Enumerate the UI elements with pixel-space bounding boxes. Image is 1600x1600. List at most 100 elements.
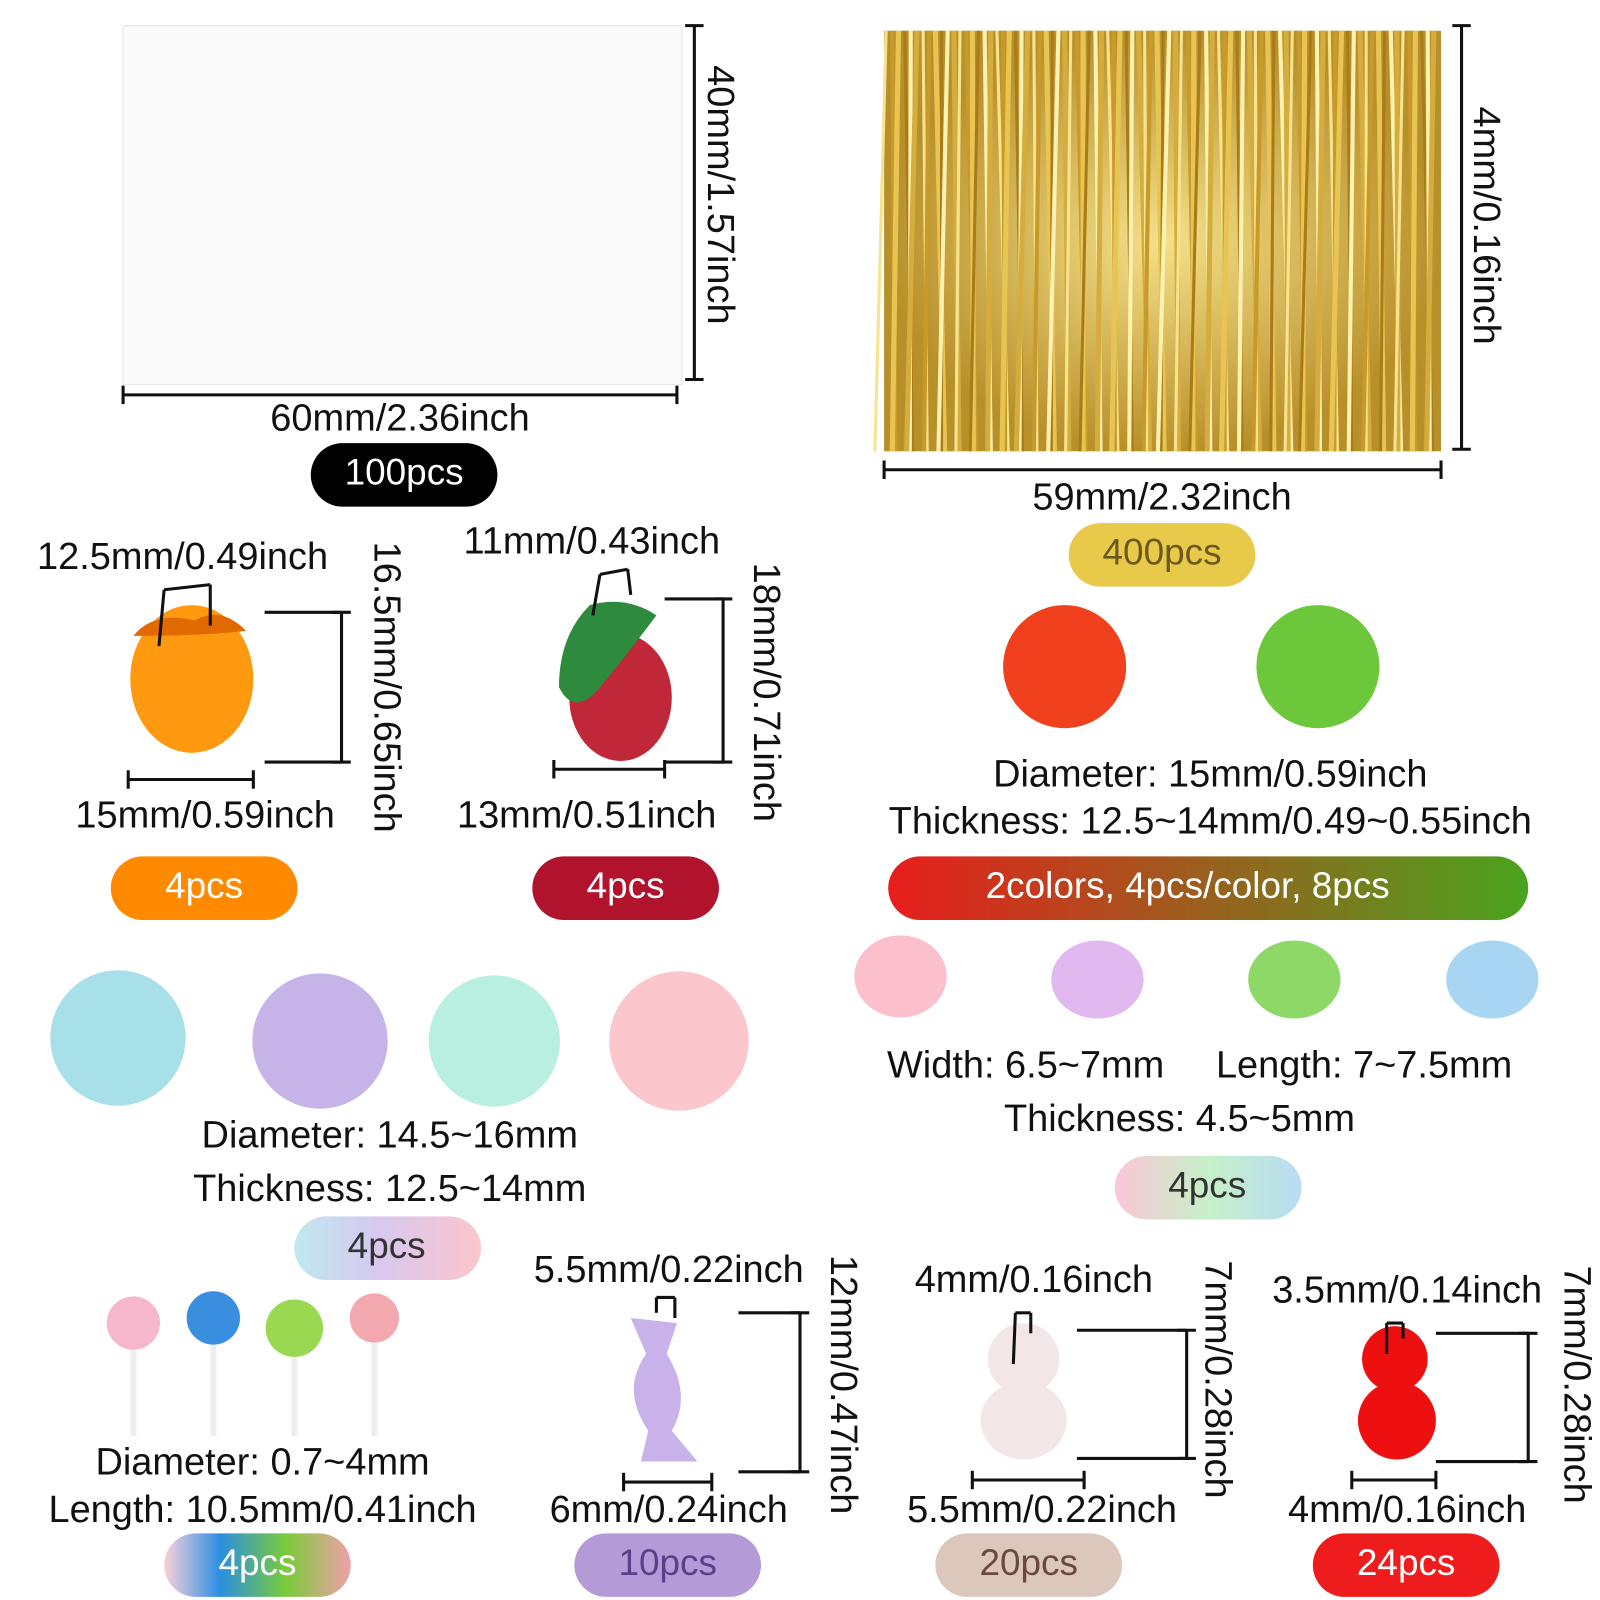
- tie-stripe: [1204, 30, 1215, 452]
- tie-stripe: [873, 30, 888, 452]
- dimension-label: Length: 7~7.5mm: [1216, 1045, 1512, 1087]
- lollipop: [186, 1291, 240, 1345]
- tie-stripe: [1328, 30, 1345, 452]
- tie-stripe: [1409, 30, 1418, 452]
- bear-body: [1357, 1381, 1436, 1460]
- tie-stripe: [1236, 30, 1246, 452]
- tie-stripe: [1173, 30, 1184, 452]
- ice-cream-ball: [609, 971, 749, 1111]
- dimension-label: 12.5mm/0.49inch: [37, 536, 328, 578]
- count-badge: [935, 1533, 1123, 1597]
- count-label: 4pcs: [218, 1542, 296, 1583]
- dimension-label: 59mm/2.32inch: [1032, 477, 1291, 519]
- count-label: 400pcs: [1103, 532, 1222, 573]
- tie-stripe: [1155, 30, 1172, 452]
- cellophane-bag: [122, 25, 683, 386]
- dimension-label: 5.5mm/0.22inch: [534, 1249, 804, 1291]
- count-label: 24pcs: [1357, 1542, 1455, 1583]
- extension-line: [1011, 1312, 1017, 1365]
- dimension-label: 4mm/0.16inch: [1288, 1489, 1526, 1531]
- dimension-label: 4mm/0.16inch: [1465, 107, 1507, 345]
- count-badge: [1312, 1533, 1500, 1597]
- count-badge: [310, 443, 498, 507]
- bear-white: [980, 1323, 1067, 1460]
- macaron: [1446, 940, 1539, 1019]
- count-badge: [1068, 523, 1256, 587]
- lollipop: [349, 1293, 399, 1343]
- dimension-label: 4mm/0.16inch: [915, 1259, 1153, 1301]
- dimension-label: 16.5mm/0.65inch: [366, 542, 408, 833]
- grape-leaf: [558, 601, 657, 703]
- tie-stripe: [1378, 30, 1387, 452]
- twist-ties: [873, 30, 1442, 452]
- tie-stripe: [999, 30, 1012, 452]
- bear-body: [980, 1381, 1067, 1460]
- dimension-label: 12mm/0.47inch: [822, 1255, 864, 1514]
- count-label: 20pcs: [979, 1542, 1077, 1583]
- extension-line: [626, 569, 633, 596]
- tie-stripe: [1078, 30, 1091, 452]
- count-label: 100pcs: [345, 452, 464, 493]
- orange-green: [1256, 605, 1380, 729]
- dimension-label: Thickness: 12.5~14mm/0.49~0.55inch: [889, 801, 1532, 843]
- count-label: 4pcs: [1168, 1164, 1246, 1205]
- lollipop: [106, 1296, 160, 1350]
- extension-line: [591, 574, 602, 616]
- tie-stripe: [1297, 30, 1313, 452]
- lollipops: [106, 1291, 399, 1436]
- dimension-label: Thickness: 12.5~14mm: [193, 1168, 586, 1210]
- count-badge: [164, 1533, 351, 1597]
- count-badge: [1114, 1155, 1302, 1220]
- count-label: 4pcs: [165, 865, 243, 906]
- lollipop: [265, 1299, 324, 1357]
- bear-red: [1357, 1326, 1436, 1460]
- dimension-label: 3.5mm/0.14inch: [1272, 1269, 1542, 1311]
- dimension-label: 5.5mm/0.22inch: [907, 1489, 1177, 1531]
- lollipop-stick: [130, 1333, 137, 1436]
- tie-stripe: [1314, 30, 1326, 452]
- tie-stripe: [1141, 30, 1153, 452]
- tie-stripe: [1094, 30, 1105, 452]
- wrapped-candy: [630, 1317, 698, 1462]
- ice-cream-ball: [428, 975, 560, 1107]
- tie-stripe: [1013, 30, 1031, 452]
- count-label: 2colors, 4pcs/color, 8pcs: [986, 865, 1390, 906]
- tie-stripe: [922, 30, 932, 452]
- bear-head: [1362, 1326, 1428, 1392]
- count-label: 4pcs: [587, 865, 665, 906]
- count-badge: [888, 856, 1529, 920]
- tie-stripe: [904, 30, 920, 452]
- raspberry: [130, 605, 254, 753]
- extension-line: [599, 567, 628, 576]
- tie-stripe: [1361, 30, 1375, 452]
- count-badge: [532, 856, 719, 920]
- dimension-label: Thickness: 4.5~5mm: [1004, 1098, 1355, 1140]
- tie-stripe: [936, 30, 950, 452]
- tie-stripe: [1109, 30, 1123, 452]
- dimension-label: 40mm/1.57inch: [699, 65, 741, 324]
- tie-stripe: [1393, 30, 1405, 452]
- dimension-label: Diameter: 0.7~4mm: [95, 1442, 429, 1484]
- tie-stripe: [1218, 30, 1234, 452]
- macaron: [1051, 940, 1144, 1019]
- tie-stripe: [1031, 30, 1043, 452]
- dimension-label: Diameter: 15mm/0.59inch: [993, 753, 1427, 795]
- lollipop-stick: [210, 1333, 217, 1436]
- dimension-label: Length: 10.5mm/0.41inch: [48, 1489, 476, 1531]
- tie-stripe: [1127, 30, 1135, 452]
- orange-red: [1003, 605, 1127, 729]
- tie-stripe: [889, 30, 902, 452]
- count-label: 4pcs: [348, 1225, 426, 1266]
- dimension-label: 6mm/0.24inch: [550, 1489, 788, 1531]
- tie-stripe: [954, 30, 962, 452]
- dimension-label: 13mm/0.51inch: [457, 794, 716, 836]
- tie-stripe: [1346, 30, 1356, 452]
- tie-stripe: [1046, 30, 1061, 452]
- extension-line: [157, 589, 166, 647]
- tie-stripe: [1064, 30, 1073, 452]
- extension-line: [163, 583, 211, 592]
- count-badge: [294, 1216, 482, 1280]
- count-badge: [110, 856, 298, 920]
